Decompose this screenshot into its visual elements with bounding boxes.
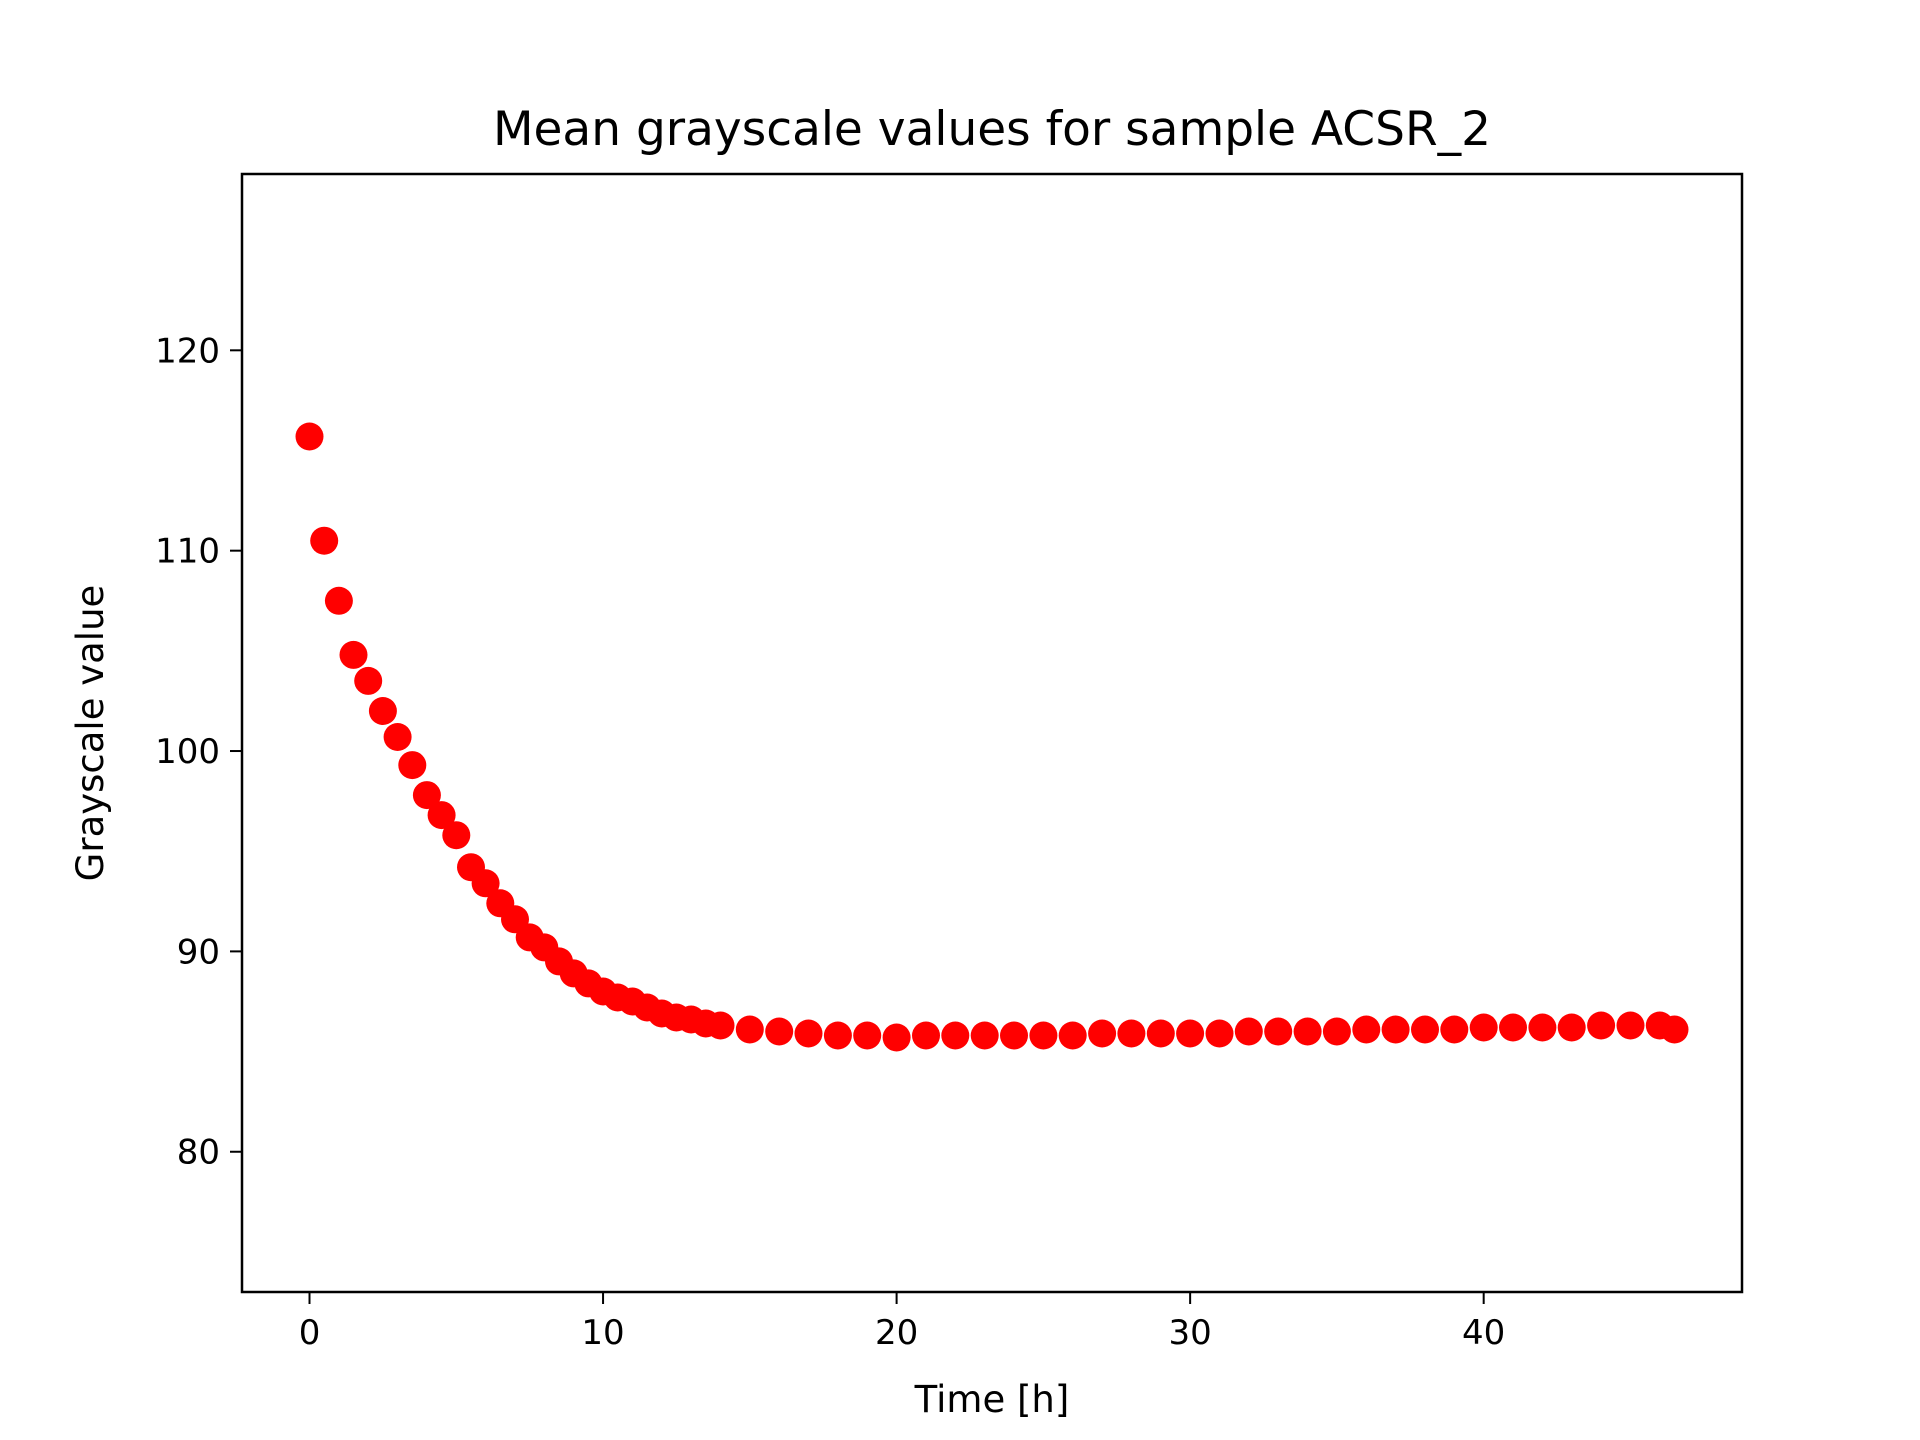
data-point (1088, 1019, 1117, 1048)
data-point (427, 801, 456, 830)
data-point (295, 422, 324, 451)
data-point (1440, 1015, 1469, 1044)
data-point (442, 821, 471, 850)
data-point (1293, 1017, 1322, 1046)
data-point (1322, 1017, 1351, 1046)
x-tick-label: 10 (581, 1313, 624, 1353)
data-point (735, 1015, 764, 1044)
data-point (368, 697, 397, 725)
x-tick-label: 40 (1462, 1313, 1505, 1353)
data-point (853, 1021, 882, 1050)
data-point (765, 1017, 794, 1046)
y-tick-label: 120 (155, 331, 220, 371)
data-point (471, 869, 500, 898)
data-point (354, 666, 383, 695)
x-tick-label: 30 (1169, 1313, 1212, 1353)
y-tick-label: 110 (155, 532, 220, 572)
x-tick-label: 20 (875, 1313, 918, 1353)
data-point (1660, 1015, 1689, 1044)
chart-title: Mean grayscale values for sample ACSR_2 (493, 102, 1491, 157)
data-point (1616, 1011, 1645, 1040)
data-point (1381, 1015, 1410, 1044)
data-point (1411, 1015, 1439, 1044)
data-point (1176, 1019, 1205, 1048)
data-point (1146, 1019, 1175, 1048)
data-point (310, 526, 339, 555)
data-point (324, 586, 353, 615)
data-point (1352, 1015, 1381, 1044)
y-tick-label: 100 (155, 732, 220, 772)
y-tick-label: 80 (177, 1133, 220, 1173)
data-point (1587, 1011, 1616, 1040)
x-axis: 0 10 20 30 40 (299, 1292, 1505, 1353)
data-point (383, 723, 412, 751)
data-point (912, 1021, 940, 1050)
data-point (339, 640, 368, 669)
x-axis-label: Time [h] (914, 1378, 1070, 1421)
data-point (941, 1021, 970, 1050)
data-point (882, 1023, 911, 1052)
data-point (794, 1019, 823, 1048)
data-point (412, 781, 441, 810)
data-point (398, 751, 427, 780)
y-axis: 80 90 100 110 120 (155, 331, 242, 1173)
x-tick-label: 0 (299, 1313, 321, 1353)
data-point (1029, 1021, 1058, 1050)
data-point (1058, 1021, 1087, 1050)
data-point (1499, 1013, 1527, 1042)
data-points (295, 422, 1689, 1052)
data-point (1557, 1013, 1586, 1042)
data-point (1117, 1019, 1146, 1048)
data-point (1205, 1019, 1234, 1048)
data-point (970, 1021, 999, 1050)
y-axis-label: Grayscale value (69, 585, 112, 882)
data-point (1469, 1013, 1498, 1042)
data-point (1000, 1021, 1028, 1050)
plot-frame (240, 172, 1744, 1294)
data-point (1264, 1017, 1293, 1046)
data-point (823, 1021, 852, 1050)
data-point (1528, 1013, 1557, 1042)
y-tick-label: 90 (177, 932, 220, 972)
data-point (706, 1011, 735, 1040)
data-point (1234, 1017, 1263, 1046)
